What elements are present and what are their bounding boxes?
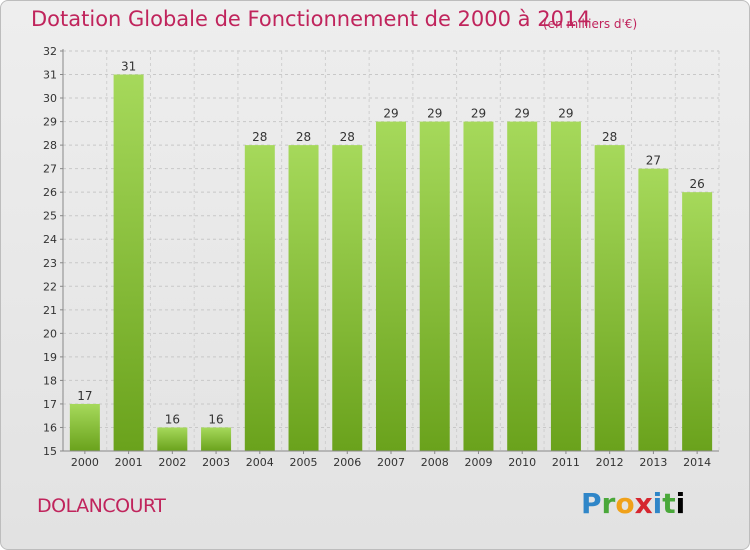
data-label: 26: [689, 177, 704, 191]
data-label: 28: [252, 130, 267, 144]
y-tick-label: 19: [43, 351, 57, 364]
y-tick-label: 16: [43, 421, 57, 434]
x-tick-label: 2007: [377, 456, 405, 469]
y-tick-label: 23: [43, 257, 57, 270]
y-tick-label: 22: [43, 280, 57, 293]
y-tick-label: 28: [43, 139, 57, 152]
data-label: 28: [340, 130, 355, 144]
bar: [332, 145, 363, 451]
x-tick-label: 2004: [246, 456, 274, 469]
logo-letter: i: [652, 487, 663, 520]
logo-letter: x: [634, 487, 653, 520]
data-label: 29: [471, 107, 486, 121]
bar: [69, 403, 100, 451]
bar: [463, 121, 494, 452]
x-tick-label: 2011: [552, 456, 580, 469]
bar: [288, 145, 319, 451]
y-tick-label: 17: [43, 398, 57, 411]
chart-subtitle: (en milliers d'€): [543, 17, 638, 31]
data-label: 29: [515, 107, 530, 121]
y-tick-label: 15: [43, 445, 57, 458]
data-label: 16: [208, 412, 223, 426]
x-tick-label: 2013: [639, 456, 667, 469]
axes: 15 16 17 18 19 20 21 22 23 24 25 26 27 28 29 30 31 32 2000…: [43, 45, 719, 469]
x-tick-label: 2001: [115, 456, 143, 469]
logo-letter: r: [601, 487, 616, 520]
data-label: 28: [602, 130, 617, 144]
y-tick-label: 27: [43, 163, 57, 176]
x-tick-label: 2000: [71, 456, 99, 469]
x-tick-label: 2006: [333, 456, 361, 469]
y-tick-label: 32: [43, 45, 57, 58]
data-label: 31: [121, 60, 136, 74]
proxiti-logo[interactable]: Proxiti: [581, 487, 685, 520]
commune-name: DOLANCOURT: [37, 495, 166, 517]
bar: [244, 145, 275, 451]
y-tick-label: 30: [43, 92, 57, 105]
bar: [376, 121, 406, 452]
y-tick-label: 29: [43, 116, 57, 129]
y-tick-label: 20: [43, 327, 57, 340]
bar: [113, 74, 144, 451]
bar: [419, 121, 450, 452]
bar: [507, 121, 538, 452]
y-tick-label: 21: [43, 304, 57, 317]
data-label: 17: [77, 389, 92, 403]
bar: [682, 192, 713, 452]
bar: [638, 168, 669, 451]
logo-letter: t: [662, 487, 676, 520]
data-label: 29: [427, 107, 442, 121]
data-label: 29: [383, 107, 398, 121]
y-tick-label: 26: [43, 186, 57, 199]
data-label: 16: [165, 412, 180, 426]
data-label: 29: [558, 107, 573, 121]
y-tick-label: 18: [43, 374, 57, 387]
data-label: 27: [646, 154, 661, 168]
x-tick-label: 2003: [202, 456, 230, 469]
data-label: 28: [296, 130, 311, 144]
bar: [157, 427, 188, 451]
x-tick-label: 2012: [596, 456, 624, 469]
bar: [594, 145, 625, 451]
data-labels: 17 31 16 16 28 28 28 29 29 29 29 29 28 27 26: [77, 60, 705, 427]
x-tick-label: 2014: [683, 456, 711, 469]
logo-letter: P: [581, 487, 602, 520]
x-tick-label: 2002: [158, 456, 186, 469]
x-tick-label: 2009: [464, 456, 492, 469]
bar: [550, 121, 581, 452]
bars: [69, 74, 713, 452]
chart-title: Dotation Globale de Fonctionnement de 20…: [31, 7, 591, 31]
x-tick-label: 2005: [290, 456, 318, 469]
y-tick-label: 31: [43, 69, 57, 82]
x-tick-label: 2008: [421, 456, 449, 469]
x-tick-label: 2010: [508, 456, 536, 469]
logo-letter: i: [675, 487, 686, 520]
y-tick-label: 25: [43, 210, 57, 223]
logo-letter: o: [615, 487, 635, 520]
y-tick-label: 24: [43, 233, 57, 246]
bar: [201, 427, 232, 451]
